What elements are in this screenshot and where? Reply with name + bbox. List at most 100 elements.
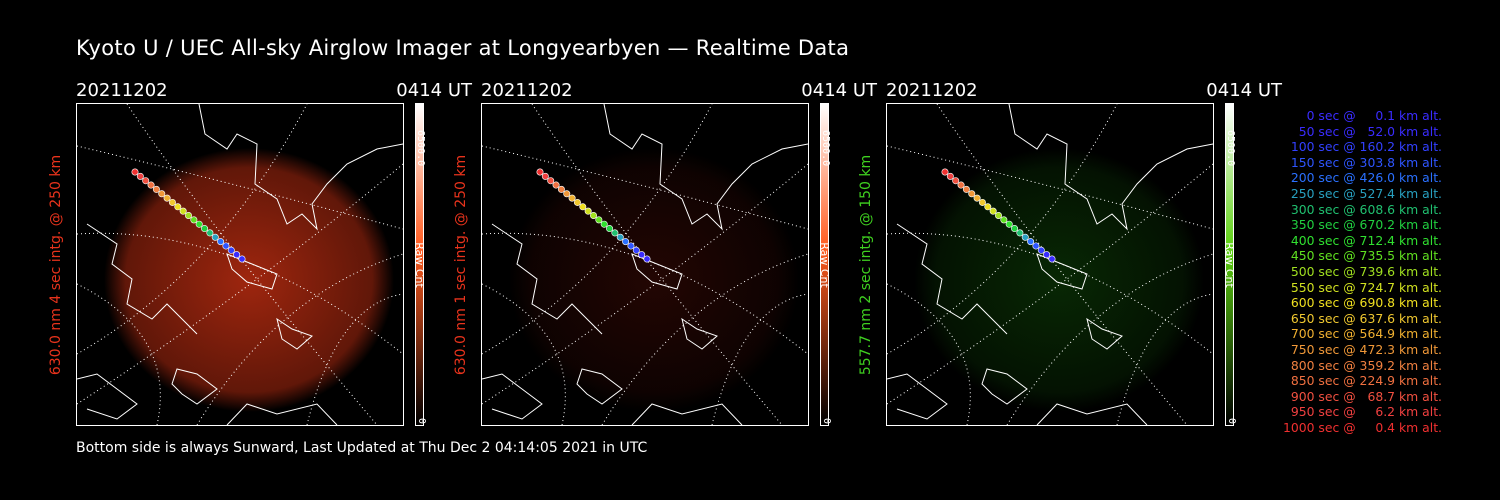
grid-line (887, 104, 1118, 355)
trajectory-point (185, 212, 193, 220)
grid-line (601, 253, 808, 425)
legend-entry: 450 sec @ 735.5 km alt. (1286, 248, 1442, 264)
trajectory-point (962, 185, 970, 193)
trajectory-point (158, 190, 166, 198)
coastline (631, 253, 683, 290)
legend-entry: 100 sec @ 160.2 km alt. (1286, 139, 1442, 155)
trajectory-point (643, 255, 651, 263)
trajectory-point (563, 190, 571, 198)
trajectory-point (946, 172, 954, 180)
sky-map (77, 104, 403, 425)
airglow-field (914, 148, 1204, 412)
coastline (896, 223, 1008, 335)
coastline (887, 373, 948, 420)
coastline (631, 403, 743, 425)
trajectory-point (131, 168, 139, 176)
trajectory-point (238, 255, 246, 263)
trajectory-point (547, 177, 555, 185)
trajectory-point (136, 172, 144, 180)
legend-entry: 850 sec @ 224.9 km alt. (1286, 373, 1442, 389)
trajectory-point (195, 220, 203, 228)
legend-entry: 700 sec @ 564.9 km alt. (1286, 326, 1442, 342)
legend-entry: 200 sec @ 426.0 km alt. (1286, 170, 1442, 186)
panel-time: 0414 UT (1206, 80, 1282, 101)
panel-ylabel: 630.0 nm 4 sec intg. @ 250 km (48, 154, 64, 376)
trajectory-point (590, 212, 598, 220)
trajectory-point (579, 203, 587, 211)
trajectory-point (227, 246, 235, 254)
colorbar (820, 103, 829, 426)
footer-note: Bottom side is always Sunward, Last Upda… (76, 440, 648, 456)
trajectory-point (168, 198, 176, 206)
panel-time: 0414 UT (396, 80, 472, 101)
trajectory-point (632, 246, 640, 254)
trajectory-point (941, 168, 949, 176)
sky-map (887, 104, 1213, 425)
coastline (491, 223, 603, 335)
coastline (1086, 317, 1123, 350)
trajectory-point (233, 251, 241, 259)
trajectory-point (573, 198, 581, 206)
legend-entry: 950 sec @ 6.2 km alt. (1286, 404, 1442, 420)
grid-line (77, 104, 308, 355)
allsky-image (76, 103, 404, 426)
trajectory-point (968, 190, 976, 198)
trajectory-point (1011, 225, 1019, 233)
panel-ylabel: 630.0 nm 1 sec intg. @ 250 km (453, 154, 469, 376)
colorbar-unit: Raw Cnt (818, 242, 831, 288)
trajectory-point (142, 177, 150, 185)
trajectory-point (1005, 220, 1013, 228)
trajectory-point (190, 216, 198, 224)
trajectory-point (952, 177, 960, 185)
trajectory-point (206, 229, 214, 237)
allsky-image (886, 103, 1214, 426)
trajectory-point (211, 233, 219, 241)
trajectory-point (1037, 246, 1045, 254)
coastline (198, 104, 403, 231)
trajectory-point (1000, 216, 1008, 224)
legend-entry: 300 sec @ 608.6 km alt. (1286, 201, 1442, 217)
trajectory-point (536, 168, 544, 176)
trajectory-point (1048, 255, 1056, 263)
image-panel-2: 20211202 0414 UT 630.0 nm 1 sec intg. @ … (453, 80, 881, 430)
trajectory-point (552, 181, 560, 189)
legend-entry: 150 sec @ 303.8 km alt. (1286, 154, 1442, 170)
legend-entry: 750 sec @ 472.3 km alt. (1286, 341, 1442, 357)
trajectory-point (978, 198, 986, 206)
coastline (1036, 253, 1088, 290)
image-panel-1: 20211202 0414 UT 630.0 nm 4 sec intg. @ … (48, 80, 476, 430)
colorbar-min: 0 (416, 418, 427, 425)
trajectory-point (1027, 238, 1035, 246)
page-title: Kyoto U / UEC All-sky Airglow Imager at … (76, 36, 850, 60)
trajectory-point (179, 207, 187, 215)
image-panel-3: 20211202 0414 UT 557.7 nm 2 sec intg. @ … (858, 80, 1286, 430)
legend-entry: 400 sec @ 712.4 km alt. (1286, 232, 1442, 248)
coastline (1008, 104, 1213, 231)
trajectory-point (638, 251, 646, 259)
sky-map (482, 104, 808, 425)
coastline (1036, 403, 1148, 425)
colorbar-unit: Raw Cnt (1223, 242, 1236, 288)
legend-entry: 600 sec @ 690.8 km alt. (1286, 295, 1442, 311)
coastline (171, 368, 218, 405)
coastline (576, 368, 623, 405)
trajectory-point (984, 203, 992, 211)
airglow-field (104, 148, 394, 412)
trajectory-point (568, 194, 576, 202)
trajectory-point (600, 220, 608, 228)
coastline (276, 317, 313, 350)
legend-entry: 500 sec @ 739.6 km alt. (1286, 263, 1442, 279)
trajectory-point (541, 172, 549, 180)
legend-entry: 650 sec @ 637.6 km alt. (1286, 310, 1442, 326)
panel-date: 20211202 (76, 80, 168, 101)
legend-entry: 0 sec @ 0.1 km alt. (1294, 108, 1442, 123)
trajectory-point (595, 216, 603, 224)
trajectory-point (973, 194, 981, 202)
trajectory-legend: 0 sec @ 0.1 km alt. 50 sec @ 52.0 km alt… (1283, 108, 1442, 435)
grid-line (887, 145, 1213, 230)
colorbar-max: 6500.0 (415, 130, 426, 167)
colorbar-max: 6500.0 (820, 130, 831, 167)
coastline (482, 373, 543, 420)
legend-entry: 550 sec @ 724.7 km alt. (1286, 279, 1442, 295)
legend-entry: 900 sec @ 68.7 km alt. (1286, 388, 1442, 404)
